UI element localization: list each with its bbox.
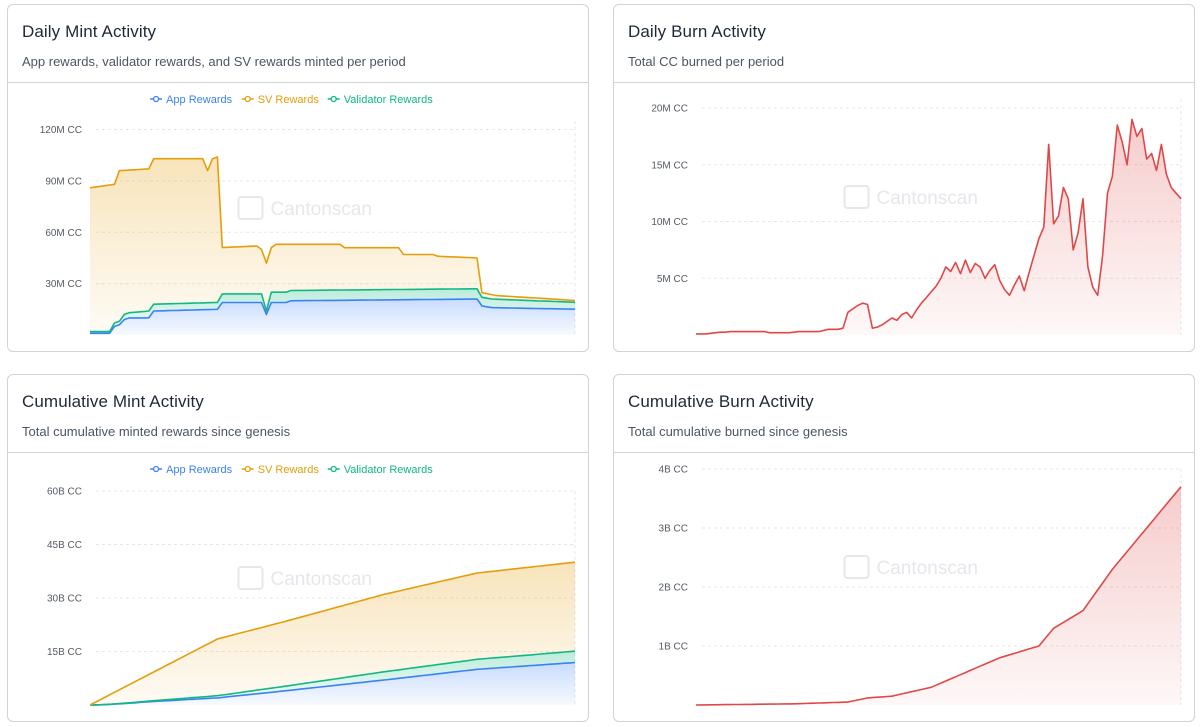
series-area-app-rewards [90, 299, 575, 335]
legend: App Rewards SV Rewards Validator Rewards [150, 94, 433, 106]
card-header: Cumulative Burn Activity Total cumulativ… [614, 375, 1194, 453]
daily-mint-chart[interactable]: Cantonscan 30M CC 60M CC 90M CC 120M CC App R… [8, 83, 588, 351]
legend-label: Validator Rewards [344, 94, 434, 106]
legend-item[interactable]: App Rewards [150, 94, 233, 106]
legend-item[interactable]: App Rewards [150, 464, 233, 476]
series-group [696, 118, 1182, 336]
y-tick-label: 5M CC [657, 274, 688, 285]
series-group [89, 561, 576, 706]
y-tick-label: 120M CC [40, 125, 82, 136]
daily-mint-card: Daily Mint Activity App rewards, validat… [7, 4, 589, 352]
series-line-sv-rewards[interactable] [89, 561, 576, 706]
series-area-burn [696, 486, 1181, 705]
legend-item[interactable]: Validator Rewards [327, 94, 434, 106]
grid [96, 490, 576, 705]
series-area-app-rewards [90, 662, 575, 705]
card-subtitle: Total cumulative minted rewards since ge… [22, 424, 291, 439]
legend-item[interactable]: SV Rewards [241, 464, 320, 476]
cumulative-burn-chart[interactable]: Cantonscan 1B CC 2B CC 3B CC 4B CC [614, 453, 1194, 721]
card-title: Cumulative Burn Activity [628, 392, 814, 411]
legend-item[interactable]: Validator Rewards [327, 464, 434, 476]
y-tick-label: 4B CC [659, 465, 688, 476]
series-area-sv-rewards [90, 562, 575, 705]
legend-label: App Rewards [166, 94, 233, 106]
watermark-logo-icon [237, 566, 264, 590]
legend-marker-icon [244, 465, 251, 473]
legend-label: App Rewards [166, 464, 233, 476]
legend: App Rewards SV Rewards Validator Rewards [150, 464, 433, 476]
y-tick-label: 20M CC [651, 104, 688, 115]
series-line-sv-rewards[interactable] [89, 156, 576, 302]
card-header: Cumulative Mint Activity Total cumulativ… [8, 375, 588, 453]
y-tick-label: 3B CC [659, 524, 688, 535]
y-tick-label: 10M CC [651, 217, 688, 228]
y-axis: 5M CC 10M CC 15M CC 20M CC [651, 104, 688, 285]
y-axis: 30M CC 60M CC 90M CC 120M CC [40, 125, 82, 290]
y-tick-label: 15B CC [47, 647, 82, 658]
y-tick-label: 45B CC [47, 540, 82, 551]
y-axis: 15B CC 30B CC 45B CC 60B CC [47, 487, 82, 659]
series-line-burn[interactable] [695, 486, 1182, 706]
card-subtitle: Total cumulative burned since genesis [628, 424, 848, 439]
watermark-text: Cantonscan [877, 188, 978, 209]
series-area-validator-rewards [90, 651, 575, 705]
y-tick-label: 90M CC [45, 176, 82, 187]
series-line-burn[interactable] [696, 118, 1182, 335]
legend-marker-icon [330, 465, 337, 473]
watermark: Cantonscan [843, 555, 978, 579]
grid [702, 99, 1182, 335]
series-line-app-rewards[interactable] [89, 661, 576, 706]
card-title: Cumulative Mint Activity [22, 392, 204, 411]
legend-label: SV Rewards [258, 94, 320, 106]
watermark: Cantonscan [843, 185, 978, 209]
card-header: Daily Burn Activity Total CC burned per … [614, 5, 1194, 83]
cumulative-mint-chart[interactable]: Cantonscan 15B CC 30B CC 45B CC 60B CC App Re… [8, 453, 588, 721]
daily-burn-chart[interactable]: Cantonscan 5M CC 10M CC 15M CC 20M CC [614, 83, 1194, 351]
legend-marker-icon [152, 465, 160, 473]
legend-marker-icon [244, 95, 251, 103]
series-area-burn [696, 119, 1181, 336]
legend-label: SV Rewards [258, 464, 320, 476]
watermark-text: Cantonscan [877, 558, 978, 579]
watermark: Cantonscan [237, 566, 372, 590]
series-area-validator-rewards [90, 288, 575, 334]
watermark-text: Cantonscan [271, 199, 372, 220]
watermark-text: Cantonscan [271, 569, 372, 590]
series-group [89, 156, 576, 335]
y-tick-label: 30M CC [45, 279, 82, 290]
y-axis: 1B CC 2B CC 3B CC 4B CC [659, 465, 688, 653]
card-header: Daily Mint Activity App rewards, validat… [8, 5, 588, 83]
y-tick-label: 2B CC [659, 583, 688, 594]
watermark-logo-icon [843, 555, 870, 579]
y-tick-label: 1B CC [659, 642, 688, 653]
card-title: Daily Burn Activity [628, 22, 766, 41]
y-tick-label: 15M CC [651, 160, 688, 171]
legend-marker-icon [330, 95, 337, 103]
watermark: Cantonscan [237, 196, 372, 220]
watermark-logo-icon [843, 185, 870, 209]
y-tick-label: 30B CC [47, 594, 82, 605]
series-line-validator-rewards[interactable] [89, 650, 576, 706]
daily-burn-card: Daily Burn Activity Total CC burned per … [613, 4, 1195, 352]
legend-marker-icon [152, 95, 160, 103]
series-group [695, 486, 1182, 706]
series-line-validator-rewards[interactable] [90, 288, 576, 333]
y-tick-label: 60M CC [45, 228, 82, 239]
card-subtitle: App rewards, validator rewards, and SV r… [22, 54, 406, 69]
y-tick-label: 60B CC [47, 487, 82, 498]
grid [702, 468, 1182, 705]
card-title: Daily Mint Activity [22, 22, 157, 41]
cumulative-burn-card: Cumulative Burn Activity Total cumulativ… [613, 374, 1195, 722]
series-line-app-rewards[interactable] [90, 298, 576, 335]
watermark-logo-icon [237, 196, 264, 220]
cumulative-mint-card: Cumulative Mint Activity Total cumulativ… [7, 374, 589, 722]
card-subtitle: Total CC burned per period [628, 54, 785, 69]
legend-item[interactable]: SV Rewards [241, 94, 320, 106]
legend-label: Validator Rewards [344, 464, 434, 476]
